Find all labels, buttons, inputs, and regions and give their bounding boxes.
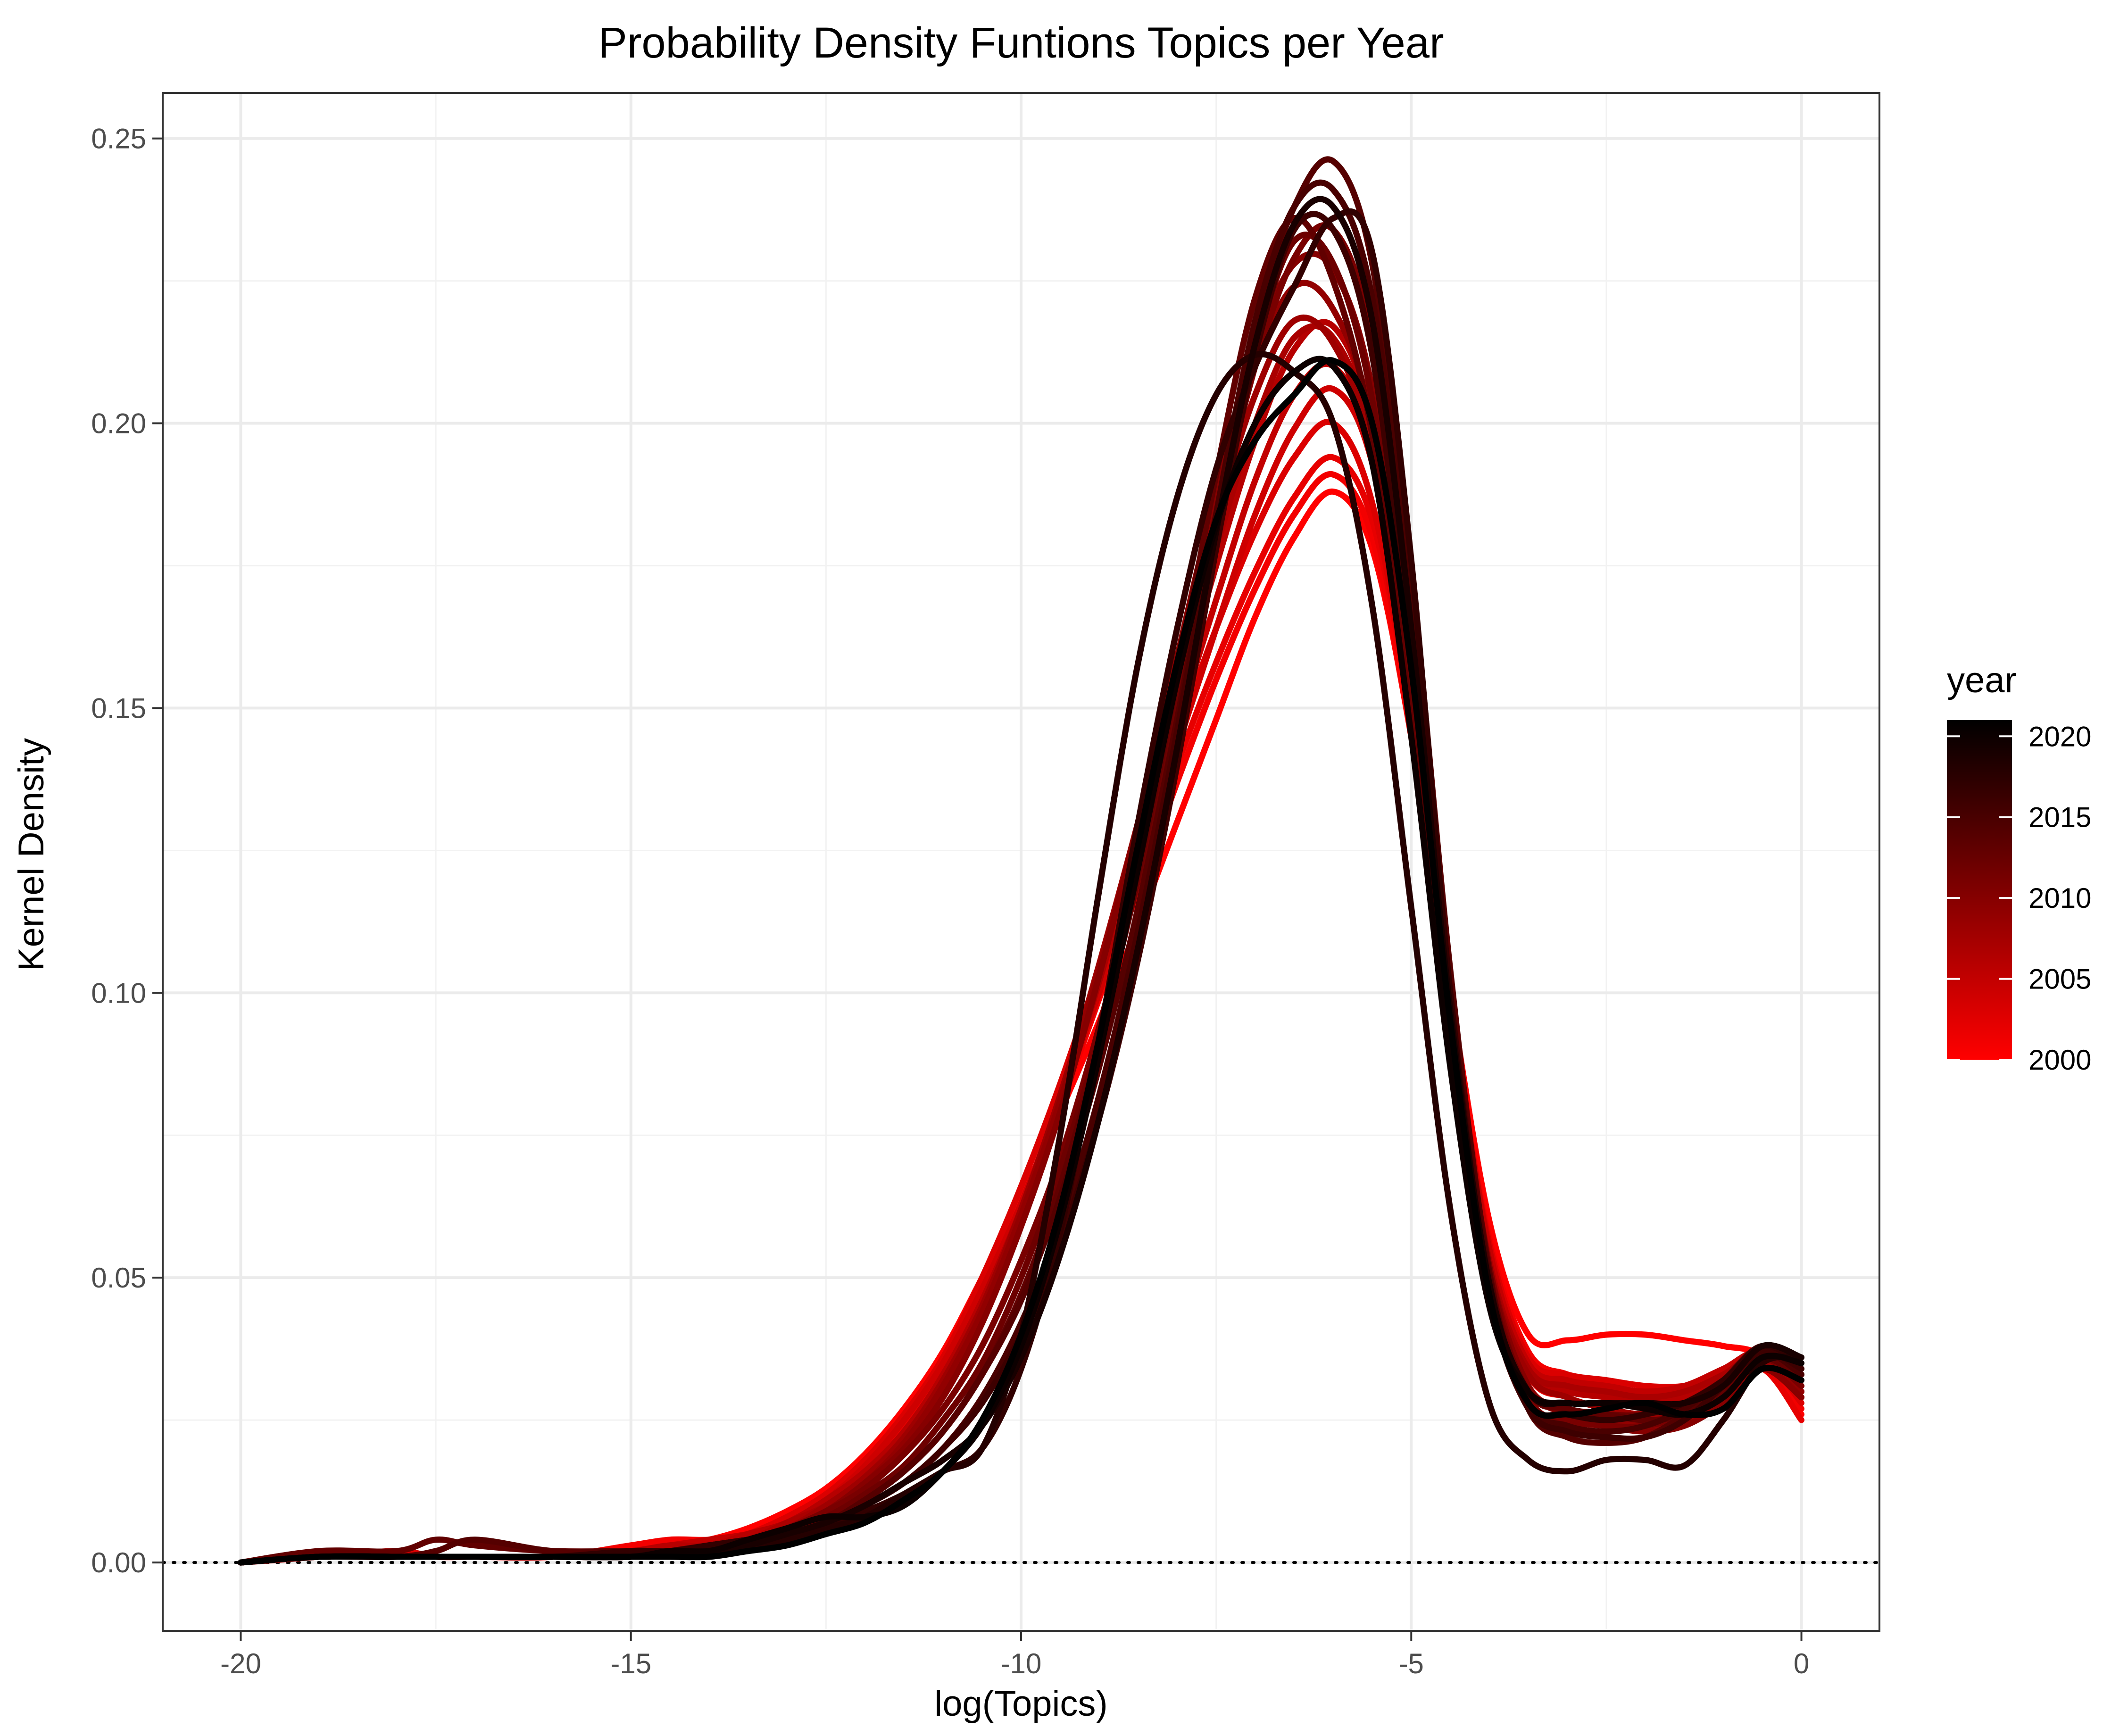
y-tick-label: 0.00 — [91, 1547, 146, 1578]
y-tick-label: 0.05 — [91, 1262, 146, 1294]
y-tick-label: 0.25 — [91, 123, 146, 155]
legend-break-label: 2000 — [2028, 1044, 2091, 1076]
x-tick-label: -5 — [1399, 1648, 1424, 1679]
x-tick-label: 0 — [1794, 1648, 1809, 1679]
legend-colorbar — [1947, 720, 2012, 1060]
y-axis-title: Kernel Density — [11, 738, 51, 971]
x-tick-label: -20 — [220, 1648, 261, 1679]
legend-breaks: 2000 2005 2010 2015 2020 — [1947, 721, 2091, 1076]
legend-break-label: 2005 — [2028, 964, 2091, 995]
density-series-group — [238, 156, 1804, 1566]
legend-break-label: 2010 — [2028, 882, 2091, 914]
density-line-2021 — [238, 357, 1804, 1566]
y-tick-label: 0.10 — [91, 977, 146, 1009]
x-tick-label: -15 — [610, 1648, 651, 1679]
x-tick-label: -10 — [1001, 1648, 1042, 1679]
y-tick-label: 0.20 — [91, 408, 146, 440]
x-axis-title: log(Topics) — [934, 1684, 1107, 1724]
chart-title: Probability Density Funtions Topics per … — [598, 19, 1444, 67]
y-axis-ticks: 0.00 0.05 0.10 0.15 0.20 0.25 — [91, 123, 163, 1578]
legend-title: year — [1947, 660, 2017, 700]
legend-break-label: 2020 — [2028, 721, 2091, 752]
x-axis-ticks: -20 -15 -10 -5 0 — [220, 1631, 1809, 1679]
y-tick-label: 0.15 — [91, 692, 146, 724]
legend-break-label: 2015 — [2028, 802, 2091, 833]
color-legend: year 2000 2005 2010 2015 2020 — [1947, 660, 2091, 1076]
